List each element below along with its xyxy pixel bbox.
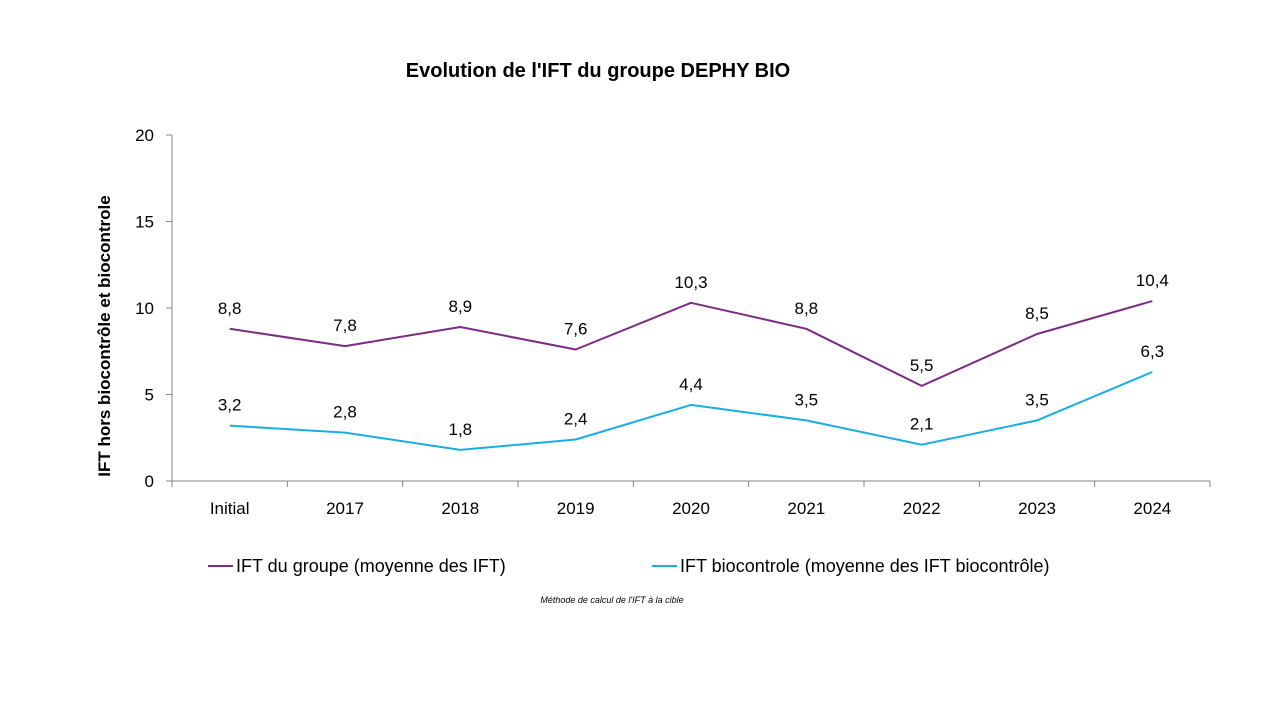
y-tick-label: 20 [135, 126, 154, 145]
series-lines [229, 300, 1153, 451]
legend-label-2: IFT biocontrole (moyenne des IFT biocont… [680, 556, 1050, 576]
data-label: 8,9 [449, 297, 473, 316]
data-label: 3,5 [1025, 390, 1049, 409]
x-tick-label: 2018 [441, 499, 479, 518]
x-tick-label: 2020 [672, 499, 710, 518]
data-label: 2,8 [333, 403, 357, 422]
x-tick-label: 2021 [787, 499, 825, 518]
data-label: 4,4 [679, 375, 703, 394]
data-label: 1,8 [449, 420, 473, 439]
y-tick-label: 0 [145, 472, 154, 491]
data-label: 3,2 [218, 396, 242, 415]
x-tick-label: 2019 [557, 499, 595, 518]
data-label: 7,8 [333, 316, 357, 335]
data-labels: 8,8 7,8 8,9 7,6 10,3 8,8 5,5 8,5 10,4 3,2 2,8 1,8 2,… [218, 271, 1169, 439]
legend: IFT du groupe (moyenne des IFT) IFT bioco… [208, 556, 1050, 576]
data-label: 2,1 [910, 415, 934, 434]
x-tick-label: 2024 [1133, 499, 1171, 518]
data-label: 10,4 [1136, 271, 1169, 290]
y-tick-label: 5 [145, 386, 154, 405]
method-note: Méthode de calcul de l'IFT à la cible [540, 595, 683, 605]
y-axis-label: IFT hors biocontrôle et biocontrole [95, 195, 114, 476]
data-label: 7,6 [564, 320, 588, 339]
data-label: 10,3 [674, 273, 707, 292]
data-label: 8,8 [218, 299, 242, 318]
data-label: 3,5 [795, 390, 819, 409]
axes: 0 5 10 15 20 Initial 2017 2018 2019 2020 2021 2022 2… [135, 126, 1211, 518]
series-line-1 [229, 300, 1153, 387]
x-tick-label: 2017 [326, 499, 364, 518]
x-tick-label: 2023 [1018, 499, 1056, 518]
x-tick-label: 2022 [903, 499, 941, 518]
legend-label-1: IFT du groupe (moyenne des IFT) [236, 556, 506, 576]
y-tick-label: 10 [135, 299, 154, 318]
data-label: 8,5 [1025, 304, 1049, 323]
y-tick-label: 15 [135, 213, 154, 232]
data-label: 6,3 [1141, 342, 1165, 361]
series-line-2 [229, 371, 1153, 451]
chart-title: Evolution de l'IFT du groupe DEPHY BIO [406, 60, 790, 82]
data-label: 2,4 [564, 409, 588, 428]
data-label: 8,8 [795, 299, 819, 318]
data-label: 5,5 [910, 356, 934, 375]
x-tick-label: Initial [210, 499, 250, 518]
